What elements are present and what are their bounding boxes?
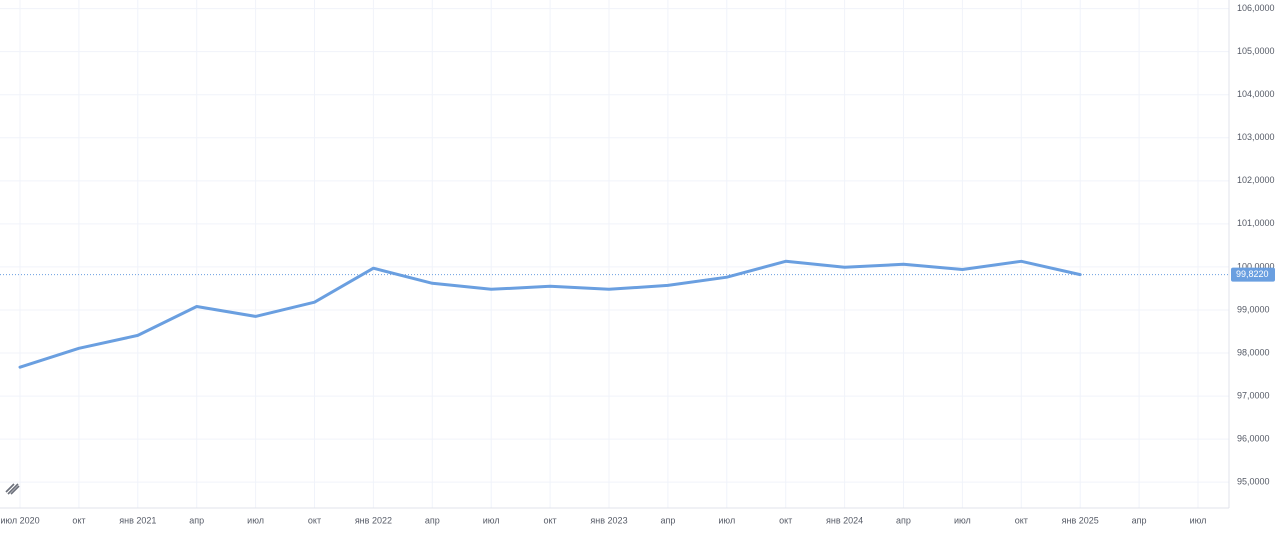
x-tick-label: окт xyxy=(72,515,85,525)
x-tick-label: окт xyxy=(544,515,557,525)
x-tick-label: апр xyxy=(660,515,675,525)
x-tick-label: июл 2020 xyxy=(0,515,39,525)
y-tick-label: 98,0000 xyxy=(1237,347,1270,357)
data-line xyxy=(18,259,1082,369)
y-tick-label: 104,0000 xyxy=(1237,89,1275,99)
x-tick-label: янв 2021 xyxy=(119,515,156,525)
x-tick-label: янв 2024 xyxy=(826,515,863,525)
x-tick-label: окт xyxy=(308,515,321,525)
y-tick-label: 99,0000 xyxy=(1237,304,1270,314)
x-tick-label: апр xyxy=(896,515,911,525)
y-tick-label: 96,0000 xyxy=(1237,433,1270,443)
x-tick-label: окт xyxy=(779,515,792,525)
y-tick-label: 100,0000 xyxy=(1237,261,1275,271)
y-tick-label: 106,0000 xyxy=(1237,3,1275,13)
x-tick-label: июл xyxy=(247,515,264,525)
last-price-badge xyxy=(1231,267,1275,282)
grid xyxy=(0,0,1229,508)
x-tick-label: янв 2025 xyxy=(1062,515,1099,525)
x-tick-label: июл xyxy=(483,515,500,525)
x-tick-label: апр xyxy=(425,515,440,525)
y-tick-label: 97,0000 xyxy=(1237,390,1270,400)
y-tick-label: 95,0000 xyxy=(1237,477,1270,487)
y-tick-label: 102,0000 xyxy=(1237,175,1275,185)
x-tick-label: июл xyxy=(954,515,971,525)
x-tick-label: янв 2022 xyxy=(355,515,392,525)
y-tick-label: 103,0000 xyxy=(1237,132,1275,142)
x-tick-label: июл xyxy=(1190,515,1207,525)
x-tick-label: апр xyxy=(1132,515,1147,525)
y-tick-label: 101,0000 xyxy=(1237,218,1275,228)
x-tick-label: янв 2023 xyxy=(590,515,627,525)
y-tick-label: 105,0000 xyxy=(1237,46,1275,56)
x-tick-label: окт xyxy=(1015,515,1028,525)
x-tick-label: апр xyxy=(189,515,204,525)
last-price-label: 99,8220 xyxy=(1236,269,1269,279)
logo xyxy=(5,483,20,495)
x-tick-label: июл xyxy=(718,515,735,525)
